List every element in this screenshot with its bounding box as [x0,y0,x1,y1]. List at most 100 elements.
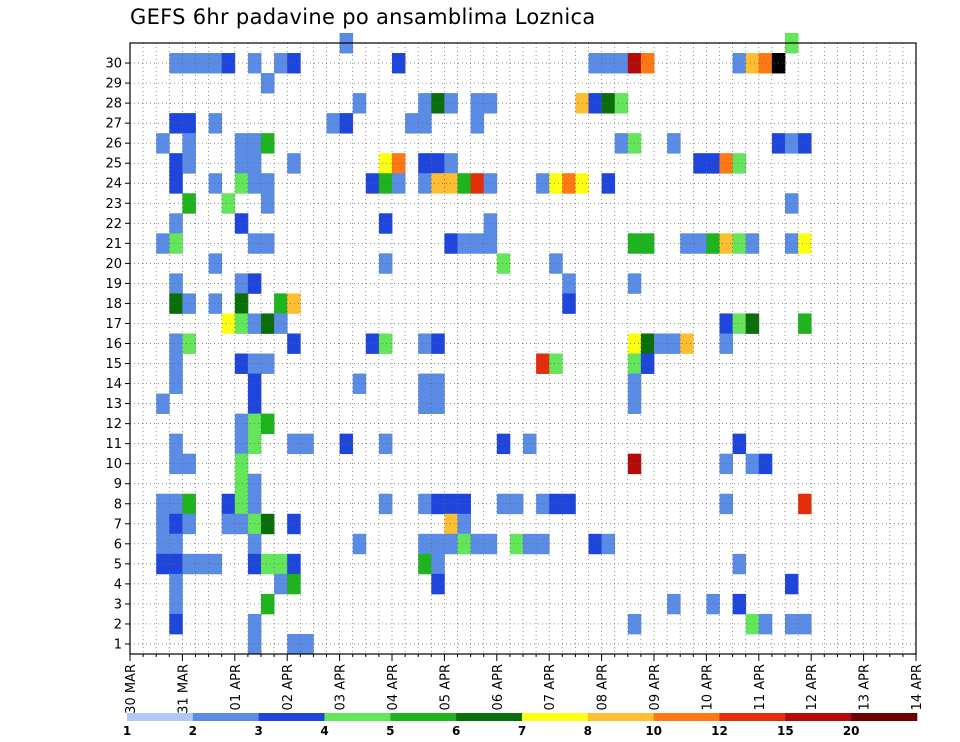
heatmap-cell [182,453,196,475]
heatmap-cell [261,313,275,334]
heatmap-cell [601,53,616,74]
heatmap-cell [182,133,196,154]
heatmap-cell [182,113,196,134]
heatmap-cell [182,493,196,515]
x-tick-label: 12 APR [805,664,820,710]
heatmap-cell [418,393,432,415]
y-tick-label: 9 [114,477,122,492]
heatmap-cell [509,533,524,555]
heatmap-cell [169,353,183,374]
heatmap-cell [470,233,485,254]
heatmap-cell [274,293,288,314]
heatmap-cell [614,133,629,154]
heatmap-cell [326,113,340,134]
y-tick-label: 11 [105,437,122,452]
heatmap-cell [444,153,458,174]
heatmap-cell [798,313,812,334]
heatmap-cell [549,173,563,194]
heatmap-cell [234,473,249,495]
legend-swatch [522,713,589,721]
y-tick-label: 15 [105,357,122,372]
legend-label: 8 [584,724,592,738]
heatmap-cell [234,413,249,435]
heatmap-cell [732,53,747,74]
y-tick-label: 18 [105,297,122,312]
heatmap-cell [261,513,275,535]
x-tick-label: 07 APR [543,664,558,710]
y-tick-label: 5 [114,557,122,572]
heatmap-cell [614,93,629,114]
y-tick-label: 1 [114,637,122,652]
heatmap-cell [785,233,799,254]
heatmap-cell [182,153,196,174]
heatmap-cell [785,133,799,154]
legend-swatch [192,713,259,721]
heatmap-cell [234,513,249,535]
heatmap-cell [261,413,275,435]
heatmap-cell [261,233,275,254]
heatmap-cell [667,593,681,615]
legend-swatch [390,713,457,721]
legend-swatch [258,713,325,721]
heatmap-cell [496,433,511,455]
heatmap-cell [352,533,367,555]
heatmap-cell [706,593,720,615]
heatmap-cell [798,233,812,254]
heatmap-cell [549,253,563,274]
heatmap-cell [221,313,236,334]
y-tick-label: 4 [114,577,122,592]
y-tick-label: 25 [105,157,122,172]
heatmap-cell [667,133,681,154]
heatmap-cell [444,513,458,535]
y-tick-label: 8 [114,497,122,512]
heatmap-cell [378,213,393,234]
heatmap-cell [745,233,760,254]
heatmap-cell [169,113,183,134]
heatmap-cell [706,153,720,174]
heatmap-cell [601,173,616,194]
heatmap-cell [234,353,249,374]
heatmap-cell [169,493,183,515]
legend-label: 2 [189,724,197,738]
legend-label: 20 [843,724,860,738]
heatmap-cell [287,553,301,575]
x-tick-label: 04 APR [386,664,401,710]
heatmap-cell [169,433,183,455]
heatmap-cell [182,53,196,74]
legend-swatch [653,713,720,721]
heatmap-cell [287,633,301,655]
heatmap-cell [169,53,183,74]
y-tick-label: 2 [114,617,122,632]
legend-label: 7 [518,724,526,738]
heatmap-cell [758,613,773,635]
heatmap-cell [378,253,393,274]
heatmap-cell [182,553,196,575]
heatmap-cell [234,173,249,194]
heatmap-cell [169,573,183,595]
chart-title: GEFS 6hr padavine po ansamblima Loznica [130,5,596,29]
heatmap-cell [667,333,681,354]
heatmap-cell [234,433,249,455]
heatmap-cell [732,433,747,455]
heatmap-cell [418,493,432,515]
heatmap-cell [234,213,249,234]
heatmap-cell [601,533,616,555]
heatmap-cell [457,233,471,254]
heatmap-cell [785,573,799,595]
heatmap-cell [208,293,223,314]
x-tick-label: 13 APR [858,664,873,710]
heatmap-cell [221,193,236,214]
heatmap-cell [221,513,236,535]
x-tick-label: 08 APR [596,664,611,710]
heatmap-cell [169,153,183,174]
y-tick-label: 21 [105,237,122,252]
heatmap-cell [234,493,249,515]
heatmap-cell [378,493,393,515]
x-tick-label: 01 APR [229,664,244,710]
heatmap-cell [234,273,249,294]
heatmap-cell [221,493,236,515]
heatmap-cell [287,153,301,174]
heatmap-cell [182,293,196,314]
y-tick-label: 30 [105,57,122,72]
heatmap-cell [405,113,419,134]
